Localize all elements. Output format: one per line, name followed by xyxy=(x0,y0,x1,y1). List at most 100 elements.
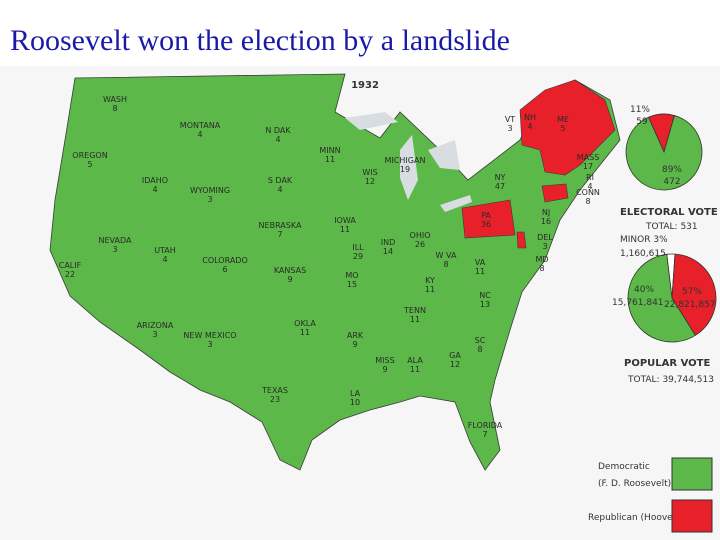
state-votes: 11 xyxy=(340,225,350,234)
state-name: NEVADA xyxy=(99,236,132,245)
great-lakes xyxy=(345,112,472,212)
state-votes: 8 xyxy=(112,104,117,113)
pie-total: TOTAL: 39,744,513 xyxy=(627,375,714,385)
state-name: W VA xyxy=(436,251,457,260)
state-name: ARIZONA xyxy=(137,321,174,330)
state-votes: 12 xyxy=(450,360,460,369)
state-votes: 5 xyxy=(87,160,92,169)
state-votes: 9 xyxy=(382,365,387,374)
state-name: ME xyxy=(557,115,569,124)
pie-label: 57% xyxy=(682,287,702,297)
state-name: MICHIGAN xyxy=(385,156,426,165)
state-votes: 26 xyxy=(415,240,425,249)
republican-pennsylvania xyxy=(461,199,516,239)
state-votes: 5 xyxy=(560,124,565,133)
state-votes: 3 xyxy=(207,195,212,204)
state-votes: 4 xyxy=(277,185,282,194)
map-year: 1932 xyxy=(351,80,379,91)
state-votes: 11 xyxy=(325,155,335,164)
legend-swatch xyxy=(671,457,713,491)
state-votes: 15 xyxy=(347,280,357,289)
pie-label: 472 xyxy=(663,177,680,187)
state-votes: 4 xyxy=(527,122,532,131)
state-votes: 14 xyxy=(383,247,393,256)
pie-slice xyxy=(627,253,696,343)
pie-slice xyxy=(625,114,703,191)
state-votes: 3 xyxy=(207,340,212,349)
state-votes: 4 xyxy=(275,135,280,144)
state-votes: 29 xyxy=(353,252,363,261)
state-votes: 4 xyxy=(197,130,202,139)
republican-delaware xyxy=(516,231,527,249)
state-name: NY xyxy=(495,173,506,182)
state-name: NH xyxy=(524,113,536,122)
state-votes: 10 xyxy=(350,398,360,407)
state-votes: 9 xyxy=(287,275,292,284)
state-name: LA xyxy=(350,389,361,398)
legend-swatch xyxy=(671,499,713,533)
state-name: NEW MEXICO xyxy=(183,331,236,340)
state-name: VA xyxy=(475,258,486,267)
state-name: IOWA xyxy=(334,216,356,225)
state-name: IDAHO xyxy=(142,176,168,185)
state-votes: 8 xyxy=(477,345,482,354)
state-votes: 11 xyxy=(410,315,420,324)
pie-label: 59 xyxy=(636,117,648,127)
legend-label: Republican (Hoover) xyxy=(588,513,680,523)
state-name: GA xyxy=(449,351,461,360)
state-votes: 9 xyxy=(352,340,357,349)
state-name: CALIF xyxy=(59,261,82,270)
republican-new-england xyxy=(519,79,616,176)
state-name: IND xyxy=(381,238,396,247)
pie-label: 15,761,841 xyxy=(612,298,664,308)
state-votes: 6 xyxy=(222,265,227,274)
state-votes: 8 xyxy=(585,197,590,206)
state-name: MO xyxy=(345,271,358,280)
state-votes: 17 xyxy=(583,162,593,171)
state-name: WASH xyxy=(103,95,127,104)
state-votes: 3 xyxy=(152,330,157,339)
pie-label: 11% xyxy=(630,105,650,115)
state-votes: 4 xyxy=(162,255,167,264)
state-name: NJ xyxy=(542,208,550,217)
pie-title: ELECTORAL VOTE xyxy=(620,207,718,218)
state-name: MISS xyxy=(375,356,394,365)
state-name: NC xyxy=(479,291,491,300)
state-votes: 3 xyxy=(542,242,547,251)
state-votes: 11 xyxy=(410,365,420,374)
state-name: OREGON xyxy=(72,151,107,160)
state-name: VT xyxy=(505,115,515,124)
state-name: WYOMING xyxy=(190,186,230,195)
state-votes: 4 xyxy=(152,185,157,194)
state-name: KY xyxy=(425,276,435,285)
state-votes: 8 xyxy=(539,264,544,273)
state-votes: 8 xyxy=(443,260,448,269)
state-name: DEL xyxy=(537,233,553,242)
state-name: TENN xyxy=(403,306,426,315)
state-name: RI xyxy=(586,173,594,182)
state-name: MONTANA xyxy=(180,121,221,130)
state-name: TEXAS xyxy=(261,386,288,395)
state-votes: 11 xyxy=(300,328,310,337)
state-votes: 16 xyxy=(541,217,551,226)
state-votes: 7 xyxy=(482,430,487,439)
state-name: MD xyxy=(535,255,548,264)
republican-connecticut xyxy=(541,183,569,203)
state-votes: 4 xyxy=(587,182,592,191)
state-name: UTAH xyxy=(154,246,176,255)
state-name: S DAK xyxy=(268,176,293,185)
state-name: ARK xyxy=(347,331,364,340)
state-name: MINN xyxy=(319,146,340,155)
state-name: OKLA xyxy=(294,319,316,328)
state-name: PA xyxy=(481,211,491,220)
state-name: ILL xyxy=(352,243,364,252)
state-name: ALA xyxy=(407,356,423,365)
legend-label: Democratic xyxy=(598,462,650,472)
state-votes: 12 xyxy=(365,177,375,186)
state-votes: 3 xyxy=(112,245,117,254)
pie-label: MINOR 3% xyxy=(620,235,668,245)
state-name: COLORADO xyxy=(202,256,248,265)
pie-label: 89% xyxy=(662,165,682,175)
pie-total: TOTAL: 531 xyxy=(645,222,698,232)
